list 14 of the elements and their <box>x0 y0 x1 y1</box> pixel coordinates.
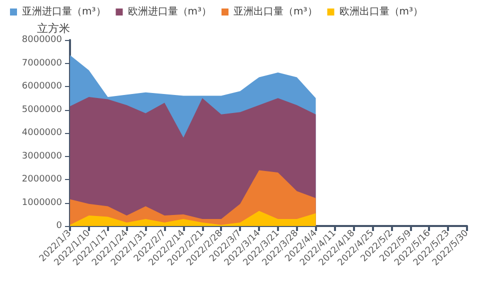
y-tick-label: 1000000 <box>22 198 62 208</box>
legend-label: 欧洲出口量（m³） <box>339 6 423 18</box>
y-tick-label: 6000000 <box>22 82 62 92</box>
y-tick-label: 8000000 <box>22 35 62 45</box>
y-tick-label: 7000000 <box>22 58 62 68</box>
legend-label: 欧洲进口量（m³） <box>128 6 212 18</box>
y-tick-label: 4000000 <box>22 128 62 138</box>
legend-label: 亚洲进口量（m³） <box>22 6 106 18</box>
y-axis-title: 立方米 <box>37 22 70 35</box>
y-tick-label: 5000000 <box>22 104 62 115</box>
y-tick-label: 3000000 <box>22 151 62 162</box>
y-tick-label: 0 <box>56 221 62 231</box>
legend-label: 亚洲出口量（m³） <box>234 6 318 18</box>
y-tick-label: 2000000 <box>22 174 62 184</box>
